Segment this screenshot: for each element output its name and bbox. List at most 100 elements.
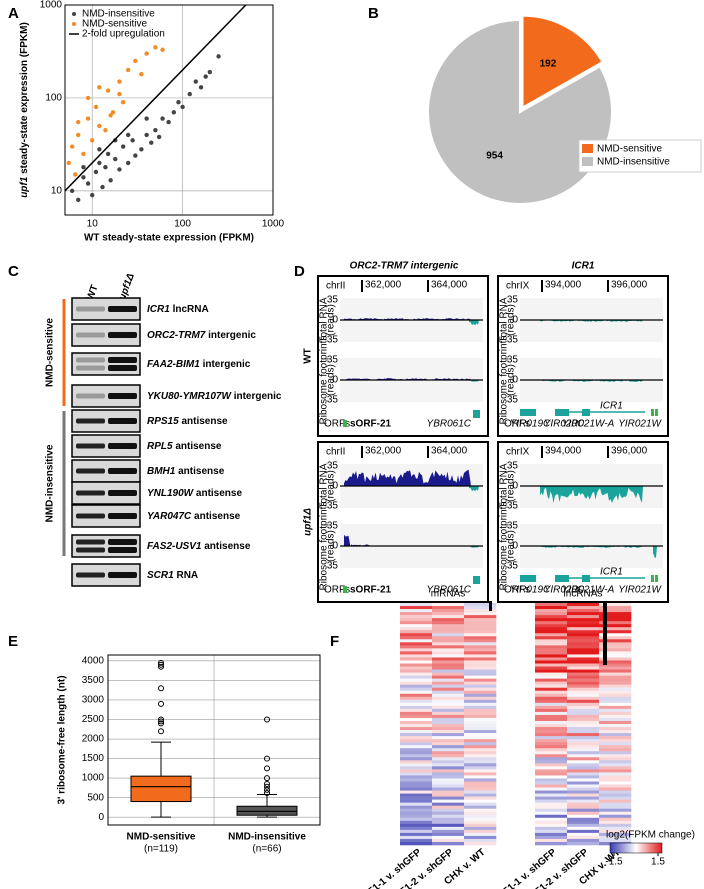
gel-strip [71, 352, 141, 376]
heat-cell [464, 696, 497, 701]
gene [651, 575, 654, 582]
gel-band [76, 572, 105, 578]
heat-cell [432, 823, 465, 828]
scale-label: 0 [332, 375, 338, 386]
heat-cell [567, 672, 600, 676]
gel-band [76, 547, 105, 553]
heat-cell [535, 648, 568, 652]
outlier [264, 789, 270, 796]
gel-row-label-part: lncRNA [170, 304, 209, 315]
heat-cell [400, 781, 433, 785]
heat-cell [535, 633, 568, 637]
heat-cell [464, 639, 497, 643]
scale-label: 0 [512, 315, 518, 326]
y-tick-label: 100 [45, 93, 62, 104]
heat-cell [599, 787, 632, 791]
heat-cell [432, 702, 465, 707]
point [160, 47, 165, 52]
x-tick-label: 1000 [262, 219, 285, 230]
outlier [158, 685, 164, 692]
group-label: NMD-sensitive [45, 318, 56, 387]
heat-cell [432, 751, 465, 755]
gene-label: sORF-21 [350, 585, 392, 596]
x-tick-label: 10 [87, 219, 99, 230]
heat-cell [567, 687, 600, 692]
gel-band [76, 539, 105, 545]
heat-cell [400, 841, 433, 846]
coverage [469, 486, 479, 492]
heat-cell [464, 606, 497, 610]
heat-cell [464, 811, 497, 816]
point [203, 74, 208, 79]
gel-row-label-part: intergenic [200, 359, 251, 370]
heat-cell [567, 669, 600, 673]
scale-label: 35 [507, 501, 519, 512]
heat-cell [464, 681, 497, 685]
heat-cell [567, 841, 600, 846]
heat-cell [535, 799, 568, 803]
heat-cell [599, 621, 632, 625]
scale-label: 35 [507, 295, 519, 306]
gel-row-label-part: intergenic [231, 391, 282, 402]
heat-cell [599, 660, 632, 664]
heat-cell [464, 778, 497, 782]
point [187, 91, 192, 97]
heat-cell [599, 618, 632, 622]
heat-cell [432, 811, 465, 816]
gene-label: YBR061C [427, 419, 472, 430]
heat-cell [464, 660, 497, 664]
heat-cell [567, 642, 600, 646]
heat-cell [599, 778, 632, 782]
heat-cell [535, 639, 568, 643]
y-axis-label-part: upf1 [19, 176, 30, 198]
point [133, 58, 138, 64]
scale-label: -1.5 [605, 857, 623, 868]
heat-cell [567, 769, 600, 773]
heat-cell [599, 733, 632, 737]
condition-label: WT [303, 348, 314, 364]
heat-cell [432, 808, 465, 813]
heat-cell [400, 733, 433, 737]
heat-cell [432, 699, 465, 704]
coord-label: 362,000 [365, 446, 402, 457]
gene [520, 575, 536, 582]
heat-cell [432, 748, 465, 752]
heat-cell [400, 621, 433, 625]
gel-band [108, 418, 137, 424]
heat-cell [464, 621, 497, 625]
heat-cell [464, 624, 497, 628]
point [103, 127, 108, 133]
heat-cell [400, 630, 433, 634]
heat-cell [599, 705, 632, 710]
heat-cell [599, 796, 632, 800]
gel-row-label: ICR1 lncRNA [147, 304, 209, 315]
heat-cell [599, 829, 632, 834]
condition-label: upf1Δ [303, 508, 314, 536]
panel-letter: A [8, 5, 19, 22]
gel-row-label-part: ORC2-TRM7 [147, 330, 206, 341]
heat-cell [599, 748, 632, 752]
track-label: Total RNA [319, 463, 330, 508]
heat-cell [400, 720, 433, 725]
heat-cell [432, 621, 465, 625]
heat-cell [567, 724, 600, 728]
point [117, 167, 122, 172]
outlier [264, 716, 270, 723]
gel-row-label-part: antisense [193, 488, 242, 499]
heat-cell [599, 754, 632, 758]
heat-cell [400, 727, 433, 731]
heat-cell [535, 775, 568, 779]
heat-cell [432, 730, 465, 734]
heat-cell [599, 724, 632, 728]
heat-cell [535, 603, 568, 607]
heat-cell [599, 702, 632, 707]
heat-cell [599, 630, 632, 634]
heat-cell [464, 823, 497, 828]
point [108, 113, 113, 118]
heat-cell [432, 841, 465, 846]
heat-cell [464, 603, 497, 607]
legend-label: NMD-insensitive [82, 9, 155, 20]
heat-cell [535, 826, 568, 831]
gel-band [108, 547, 137, 553]
heat-cell [599, 663, 632, 667]
